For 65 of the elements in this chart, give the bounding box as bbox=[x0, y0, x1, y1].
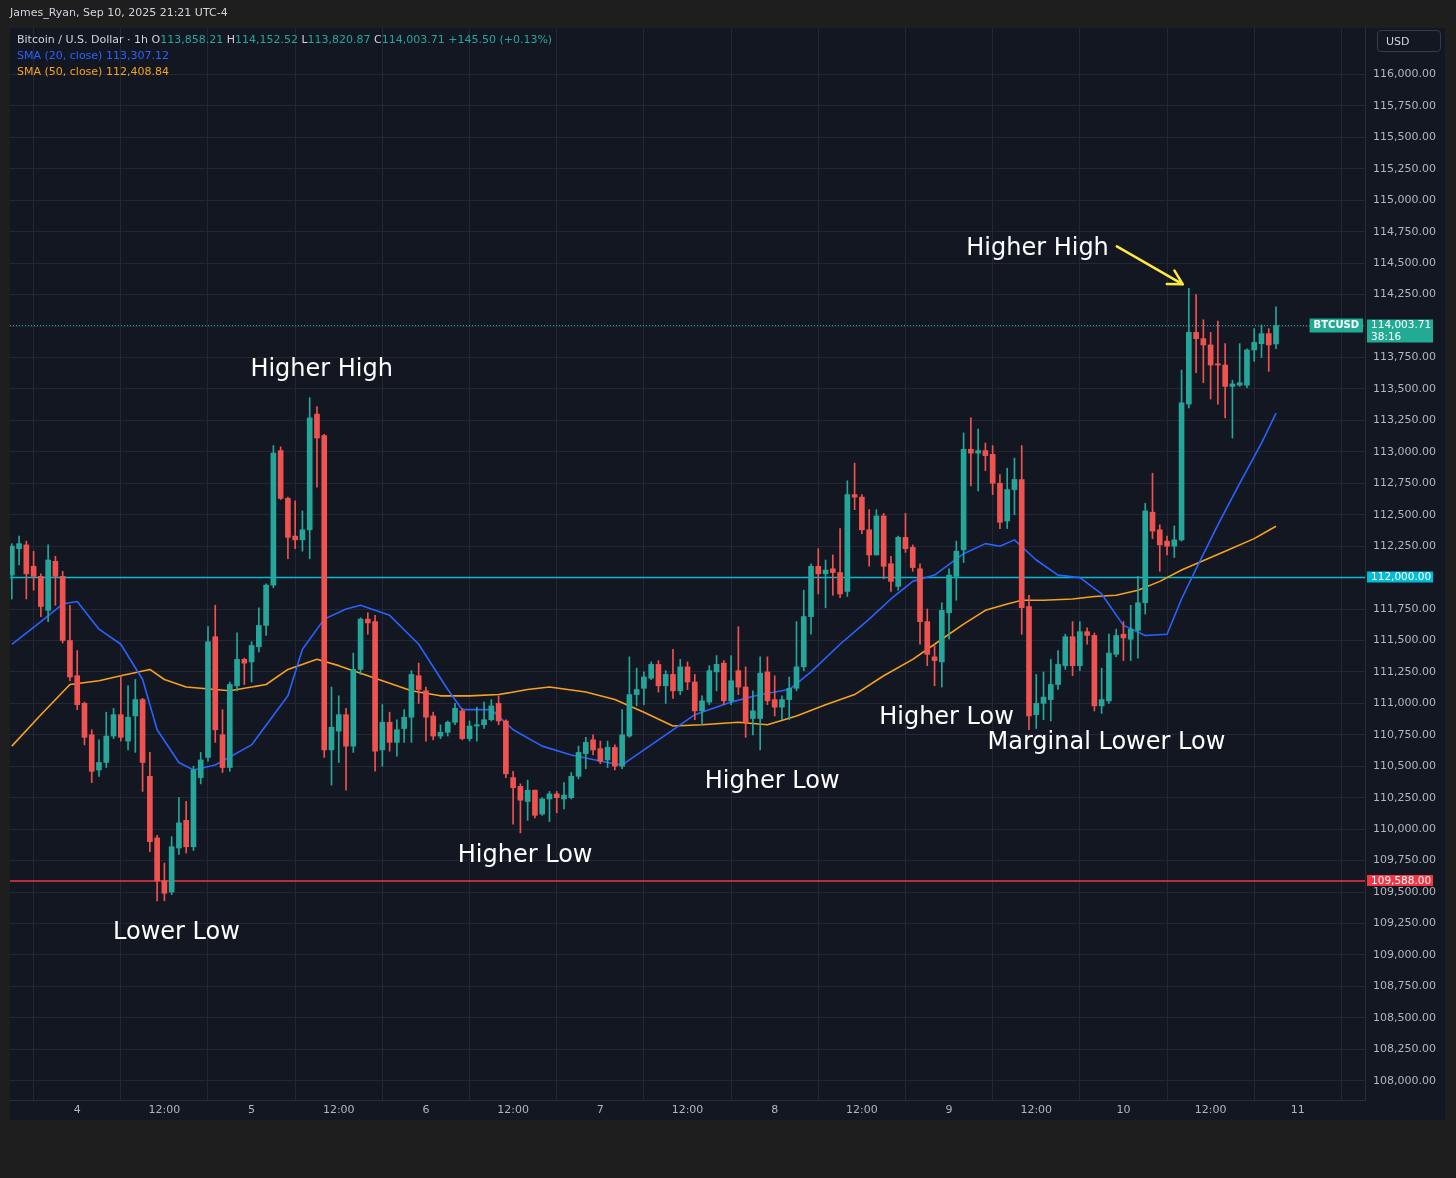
y-tick-label: 116,000.00 bbox=[1373, 67, 1436, 81]
x-tick-label: 4 bbox=[73, 1103, 81, 1117]
y-tick-label: 114,500.00 bbox=[1373, 256, 1436, 270]
y-tick-label: 115,000.00 bbox=[1373, 193, 1436, 207]
x-tick-label: 12:00 bbox=[671, 1103, 704, 1117]
y-tick-label: 108,500.00 bbox=[1373, 1010, 1436, 1024]
x-tick-label: 7 bbox=[596, 1103, 604, 1117]
y-tick-label: 112,750.00 bbox=[1373, 476, 1436, 490]
x-tick-label: 10 bbox=[1116, 1103, 1131, 1117]
y-tick-label: 112,500.00 bbox=[1373, 507, 1436, 521]
annotation: 113,307.12 bbox=[105, 49, 169, 62]
y-tick-label: 109,250.00 bbox=[1373, 916, 1436, 930]
annotation: Lower Low bbox=[112, 917, 240, 946]
y-tick-label: 109,000.00 bbox=[1373, 947, 1436, 961]
text: James_Ryan, Sep 10, 2025 21:21 UTC-4 bbox=[9, 5, 228, 19]
x-tick-label: 11 bbox=[1290, 1103, 1305, 1117]
y-tick-label: 111,500.00 bbox=[1373, 633, 1436, 647]
annotation: BTCUSD bbox=[1313, 319, 1360, 331]
x-tick-label: 8 bbox=[771, 1103, 779, 1117]
annotation: Higher Low bbox=[457, 840, 593, 869]
x-tick-label: 9 bbox=[945, 1103, 953, 1117]
y-tick-label: 110,500.00 bbox=[1373, 759, 1436, 773]
y-tick-label: 109,750.00 bbox=[1373, 853, 1436, 867]
annotation: Higher Low bbox=[879, 702, 1014, 730]
y-tick-label: 114,750.00 bbox=[1373, 224, 1436, 238]
annotation: Higher High bbox=[250, 353, 393, 382]
text: SMA (20, close) bbox=[17, 49, 104, 62]
y-tick-label: 108,000.00 bbox=[1373, 1073, 1436, 1087]
text: SMA (50, close) bbox=[17, 65, 104, 78]
ref-line-label: 112,000.00 bbox=[1371, 570, 1432, 583]
annotation: Higher High bbox=[966, 232, 1109, 261]
ref-line-label: 109,588.00 bbox=[1371, 873, 1432, 886]
x-tick-label: 12:00 bbox=[1194, 1103, 1227, 1117]
x-tick-label: 12:00 bbox=[1020, 1103, 1053, 1117]
y-tick-label: 113,250.00 bbox=[1373, 413, 1436, 427]
y-axis-title: USD bbox=[1377, 30, 1441, 52]
y-tick-label: 110,000.00 bbox=[1373, 822, 1436, 835]
y-tick-label: 110,750.00 bbox=[1373, 727, 1436, 741]
text: O113,858.21 H114,152.52 L113,820.87 C114,003.71 +145.50 (+0.13%) bbox=[151, 33, 553, 46]
y-tick-label: 113,750.00 bbox=[1373, 350, 1436, 364]
x-tick-label: 6 bbox=[422, 1103, 430, 1117]
x-tick-label: 5 bbox=[248, 1103, 256, 1117]
y-tick-label: 108,750.00 bbox=[1373, 979, 1436, 993]
y-tick-label: 114,250.00 bbox=[1373, 287, 1436, 301]
annotation: Higher Low bbox=[704, 766, 840, 795]
y-tick-label: 110,250.00 bbox=[1373, 790, 1436, 804]
y-tick-label: 111,000.00 bbox=[1373, 696, 1436, 710]
y-tick-label: 109,500.00 bbox=[1373, 884, 1436, 898]
y-tick-label: 115,500.00 bbox=[1373, 130, 1436, 144]
annotation: 112,408.84 bbox=[105, 65, 169, 78]
x-tick-label: 12:00 bbox=[148, 1103, 181, 1117]
x-tick-label: 12:00 bbox=[846, 1103, 878, 1117]
y-tick-label: 108,250.00 bbox=[1373, 1042, 1436, 1056]
y-tick-label: 112,250.00 bbox=[1373, 539, 1436, 553]
y-tick-label: 111,750.00 bbox=[1373, 601, 1436, 615]
text: Bitcoin / U.S. Dollar · 1h bbox=[17, 33, 148, 46]
x-tick-label: 12:00 bbox=[322, 1103, 355, 1117]
y-tick-label: 113,000.00 bbox=[1373, 444, 1436, 458]
y-tick-label: 111,250.00 bbox=[1373, 664, 1436, 678]
y-tick-label: 115,250.00 bbox=[1373, 161, 1436, 175]
y-tick-label: 115,750.00 bbox=[1373, 98, 1436, 112]
x-tick-label: 12:00 bbox=[497, 1103, 529, 1117]
ref-line-label: 114,003.71 38:16 bbox=[1371, 318, 1432, 343]
annotation: Marginal Lower Low bbox=[987, 727, 1226, 756]
y-tick-label: 113,500.00 bbox=[1373, 381, 1436, 395]
